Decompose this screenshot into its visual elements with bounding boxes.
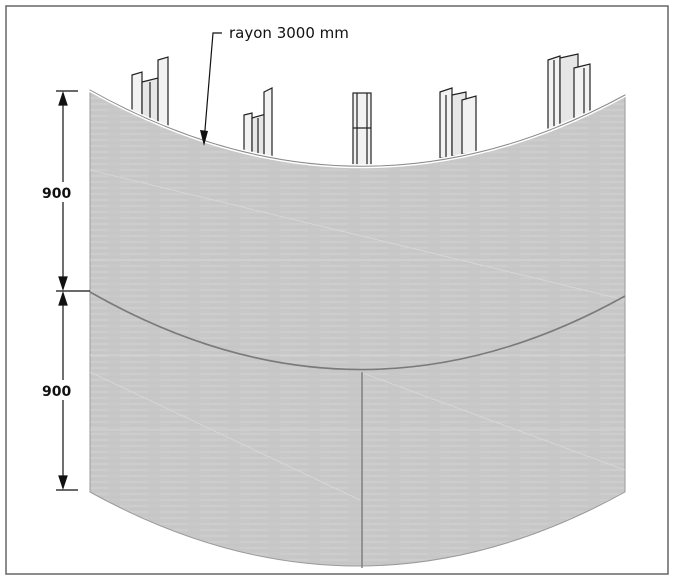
- dimension-arrow-icon: [58, 291, 68, 306]
- steel-stud-icon: [439, 87, 477, 159]
- dimension-lower-label: 900: [42, 384, 71, 400]
- drawing-frame: [5, 5, 669, 575]
- steel-stud-icon: [547, 53, 591, 133]
- dimension-lines: [56, 90, 90, 491]
- steel-stud-icon: [352, 92, 372, 170]
- dimension-arrow-icon: [58, 276, 68, 291]
- dimension-arrow-icon: [58, 475, 68, 490]
- dimension-upper-label: 900: [42, 186, 71, 202]
- radius-annotation: rayon 3000 mm: [200, 24, 349, 146]
- radius-label: rayon 3000 mm: [229, 24, 349, 42]
- panel-joint-horizontal: [89, 291, 626, 371]
- radius-leader-arrow-icon: [200, 130, 208, 146]
- dimension-label-bg: [38, 380, 78, 400]
- dimension-arrow-icon: [58, 91, 68, 106]
- dimension-label-bg: [38, 182, 78, 202]
- curved-wall: [89, 88, 626, 568]
